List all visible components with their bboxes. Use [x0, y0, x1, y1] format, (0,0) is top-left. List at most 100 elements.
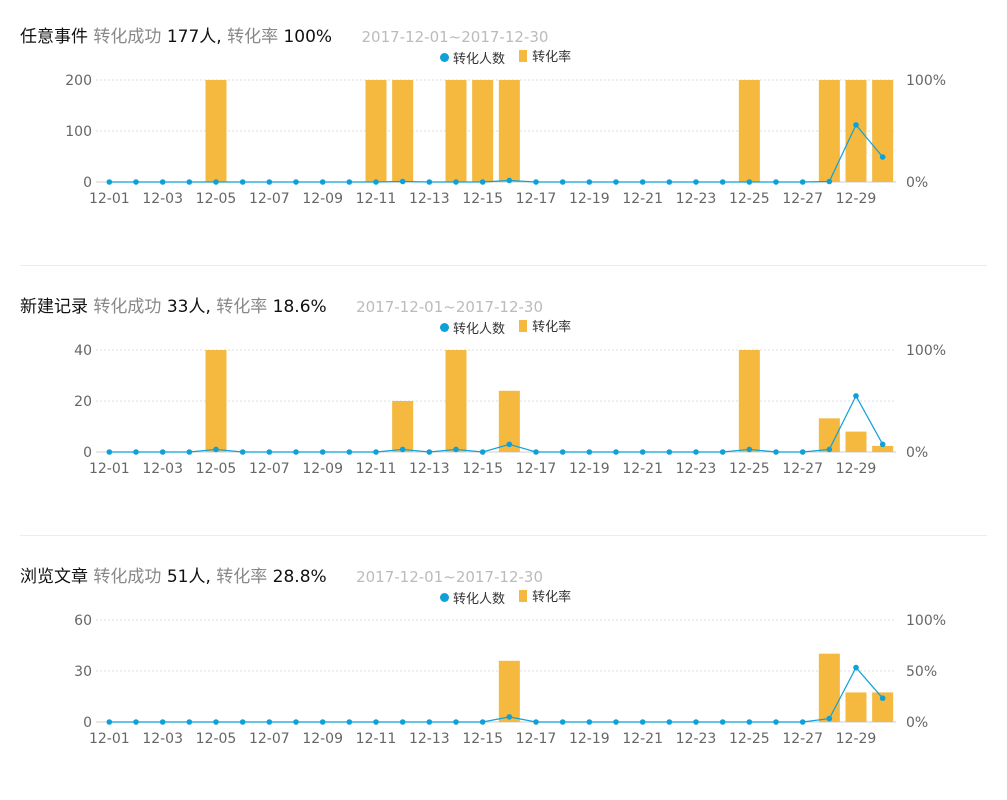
x-tick-label: 12-05	[196, 191, 237, 207]
line-point	[746, 446, 753, 453]
line-point	[559, 719, 566, 725]
chart-legend: 转化人数 转化率	[440, 586, 581, 607]
line-point	[373, 719, 379, 725]
line-point	[479, 719, 486, 725]
legend-item-rate[interactable]: 转化率	[519, 586, 571, 605]
series-line	[109, 666, 884, 723]
x-tick-label: 12-13	[409, 731, 450, 747]
line-point	[826, 178, 833, 185]
line-point	[159, 179, 166, 185]
x-tick-label: 12-07	[249, 191, 290, 207]
line-point	[773, 719, 779, 725]
line-point	[666, 719, 673, 725]
line-point	[586, 719, 593, 725]
line-point	[853, 393, 859, 399]
line-point	[346, 449, 353, 455]
y-tick-label: 60	[74, 613, 92, 629]
x-tick-label: 12-23	[676, 461, 717, 477]
line-point	[613, 449, 619, 455]
bar	[445, 80, 467, 182]
y2-tick-label: 0%	[906, 445, 928, 461]
bar	[498, 390, 520, 452]
x-tick-label: 12-27	[782, 191, 823, 207]
y2-tick-label: 100%	[906, 343, 946, 359]
bar	[872, 445, 894, 452]
line-point	[133, 719, 139, 725]
panel-title: 任意事件	[20, 27, 88, 47]
line-point	[693, 179, 699, 185]
bar	[872, 692, 894, 722]
x-tick-label: 12-19	[569, 731, 610, 747]
legend-dot-icon	[440, 322, 449, 332]
line-point	[186, 179, 193, 185]
x-tick-label: 12-09	[302, 191, 343, 207]
y2-tick-label: 100%	[906, 613, 946, 629]
x-tick-label: 12-27	[782, 461, 823, 477]
line-point	[106, 719, 113, 725]
line-point	[826, 446, 833, 453]
line-point	[639, 179, 646, 185]
x-tick-label: 12-13	[409, 461, 450, 477]
x-tick-label: 12-29	[836, 731, 877, 747]
line-point	[399, 446, 406, 453]
line-point	[186, 449, 193, 455]
legend-count-label: 转化人数	[453, 51, 506, 67]
date-range: 2017-12-01~2017-12-30	[356, 298, 544, 316]
line-point	[639, 719, 646, 725]
y-tick-label: 0	[83, 175, 92, 191]
combo-chart: 0 100 200 0% 100% 12-01 12-03 12-05 12-07 12-09 12…	[65, 73, 946, 207]
line-point	[799, 179, 806, 185]
line-point	[293, 179, 299, 185]
line-point	[399, 178, 406, 185]
legend-item-rate[interactable]: 转化率	[519, 316, 571, 335]
line-point	[213, 719, 219, 725]
legend-item-rate[interactable]: 转化率	[519, 46, 571, 65]
panel-title: 浏览文章	[20, 567, 88, 587]
legend-rate-label: 转化率	[532, 590, 572, 605]
success-value: 177人	[166, 27, 217, 47]
line-point	[266, 449, 273, 455]
rate-value: 28.8%	[272, 567, 327, 587]
y2-tick-label: 100%	[906, 73, 946, 89]
x-tick-label: 12-03	[142, 731, 183, 747]
panel-header: 任意事件 转化成功 177人, 转化率 100% 2017-12-01~2017…	[20, 27, 549, 47]
line-point	[506, 441, 513, 448]
bar	[445, 350, 467, 452]
success-value: 51人	[166, 567, 206, 587]
y-tick-label: 100	[65, 124, 92, 140]
x-tick-label: 12-01	[89, 461, 130, 477]
combo-chart: 0 20 40 0% 100% 12-01 12-03 12-05 12-07 12-09 12-1…	[74, 343, 946, 477]
legend-item-count[interactable]: 转化人数	[440, 588, 505, 607]
panel-header: 新建记录 转化成功 33人, 转化率 18.6% 2017-12-01~2017…	[20, 297, 544, 317]
line-point	[213, 446, 219, 453]
bar	[818, 80, 840, 182]
line-point	[719, 719, 726, 725]
x-tick-label: 12-25	[729, 461, 770, 477]
line-point	[266, 719, 273, 725]
line-point	[293, 719, 299, 725]
legend-rate-label: 转化率	[532, 50, 572, 65]
line-point	[266, 179, 273, 185]
legend-dot-icon	[440, 52, 449, 62]
line-point	[426, 179, 433, 185]
x-tick-label: 12-17	[516, 731, 557, 747]
legend-count-label: 转化人数	[453, 321, 506, 337]
bar	[498, 660, 520, 722]
funnel-panel-2: 新建记录 转化成功 33人, 转化率 18.6% 2017-12-01~2017…	[0, 270, 1007, 530]
date-range: 2017-12-01~2017-12-30	[356, 568, 544, 586]
line-point	[693, 719, 699, 725]
x-tick-label: 12-11	[356, 461, 397, 477]
line-point	[586, 179, 593, 185]
divider	[20, 535, 987, 536]
line-point	[373, 449, 379, 455]
x-tick-label: 12-21	[622, 461, 663, 477]
x-tick-label: 12-23	[676, 731, 717, 747]
legend-item-count[interactable]: 转化人数	[440, 318, 505, 337]
x-tick-label: 12-11	[356, 191, 397, 207]
legend-item-count[interactable]: 转化人数	[440, 48, 505, 67]
y2-tick-label: 0%	[906, 715, 928, 731]
y2-tick-label: 50%	[906, 664, 937, 680]
x-tick-label: 12-05	[196, 461, 237, 477]
line-point	[239, 179, 246, 185]
x-tick-label: 12-25	[729, 191, 770, 207]
